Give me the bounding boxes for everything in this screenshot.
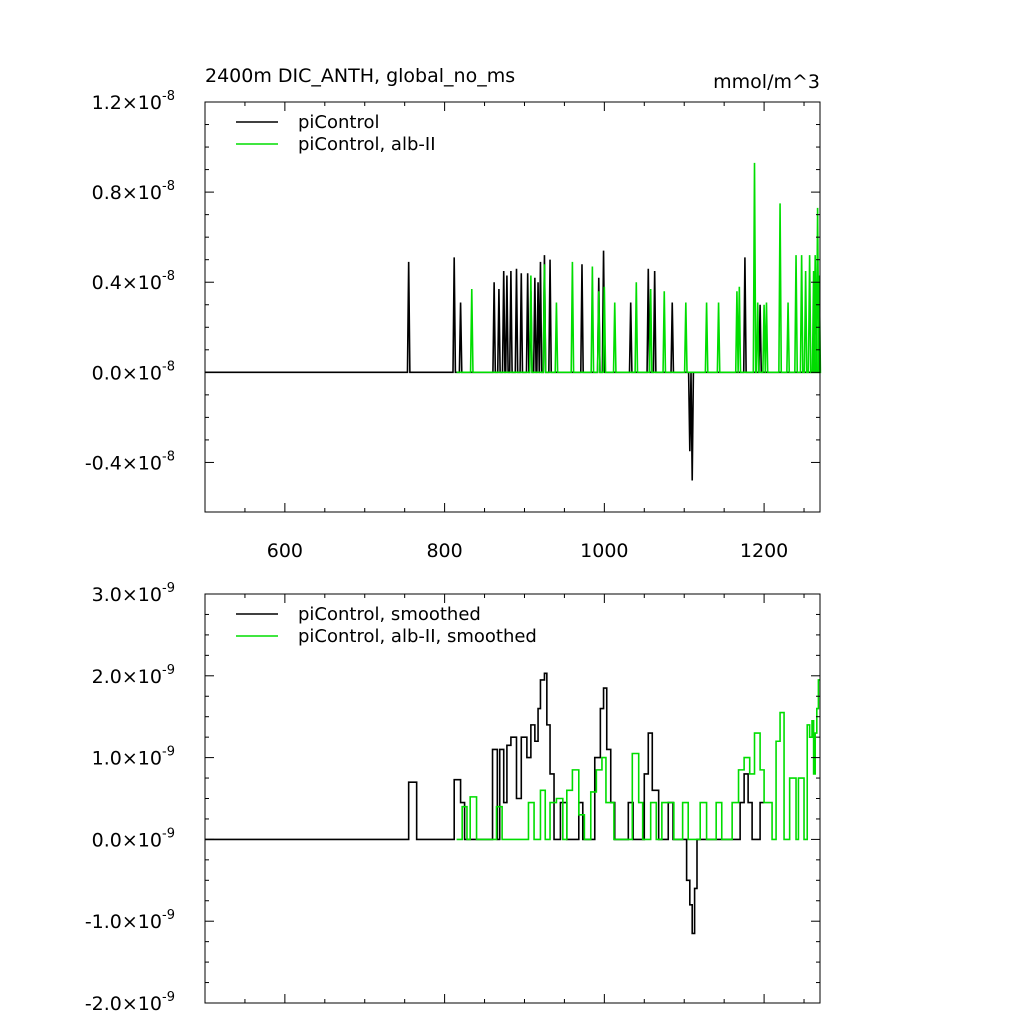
y-tick-exponent: -9: [162, 826, 175, 841]
times-sign: ×10: [122, 666, 162, 688]
times-sign: ×10: [122, 182, 162, 204]
times-sign: ×10: [122, 829, 162, 851]
y-tick-mantissa: 0.4: [92, 272, 122, 294]
times-sign: ×10: [122, 993, 162, 1015]
y-tick-mantissa: 0.0: [92, 829, 122, 851]
legend-label: piControl, smoothed: [298, 604, 481, 625]
y-tick-exponent: -8: [162, 179, 175, 194]
y-tick-mantissa: 3.0: [92, 584, 122, 606]
series-line-picontrol: [205, 250, 820, 481]
y-tick-mantissa: -2.0: [85, 993, 122, 1015]
units-label: mmol/m^3: [713, 71, 820, 93]
y-tick-exponent: -9: [162, 745, 175, 760]
times-sign: ×10: [122, 272, 162, 294]
y-tick-exponent: -9: [162, 581, 175, 596]
x-tick-label: 1000: [580, 540, 628, 562]
y-tick-label: 1.0×10: [92, 748, 162, 770]
y-tick-mantissa: 0.0: [92, 362, 122, 384]
series-line-alb-ii: [456, 679, 820, 841]
y-tick-mantissa: -0.4: [85, 452, 122, 474]
y-tick-label: 2.0×10: [92, 666, 162, 688]
y-tick-exponent: -8: [162, 269, 175, 284]
y-tick-label: 0.0×10: [92, 362, 162, 384]
y-tick-exponent: -8: [162, 359, 175, 374]
x-tick-label: 1200: [740, 540, 788, 562]
series-line-picontrol: [205, 672, 765, 935]
legend-label: piControl, alb-II: [298, 134, 436, 155]
times-sign: ×10: [122, 452, 162, 474]
top-panel: 2400m DIC_ANTH, global_no_ms mmol/m^3 1.…: [85, 65, 822, 562]
times-sign: ×10: [122, 584, 162, 606]
x-tick-label: 800: [426, 540, 462, 562]
y-tick-label: 0.8×10: [92, 182, 162, 204]
times-sign: ×10: [122, 362, 162, 384]
y-tick-mantissa: 1.0: [92, 748, 122, 770]
y-tick-label: -1.0×10: [85, 911, 162, 933]
bottom-panel: 3.0×10 -92.0×10 -91.0×10 -90.0×10 -9-1.0×10-…: [85, 581, 821, 1015]
legend-label: piControl, alb-II, smoothed: [298, 626, 537, 647]
y-tick-mantissa: 1.2: [92, 92, 122, 114]
times-sign: ×10: [122, 911, 162, 933]
y-tick-label: -0.4×10: [85, 452, 162, 474]
times-sign: ×10: [122, 748, 162, 770]
times-sign: ×10: [122, 92, 162, 114]
y-tick-label: 0.0×10: [92, 829, 162, 851]
bottom-plot-frame: [204, 593, 821, 1004]
y-tick-mantissa: 2.0: [92, 666, 122, 688]
y-tick-exponent: -9: [162, 990, 175, 1005]
y-tick-label: 1.2×10: [92, 92, 162, 114]
y-tick-exponent: -8: [162, 449, 175, 464]
y-tick-label: 3.0×10: [92, 584, 162, 606]
x-tick-label: 600: [267, 540, 303, 562]
y-tick-mantissa: -1.0: [85, 911, 122, 933]
y-tick-label: 0.4×10: [92, 272, 162, 294]
y-tick-mantissa: 0.8: [92, 182, 122, 204]
y-tick-exponent: -9: [162, 663, 175, 678]
chart-title: 2400m DIC_ANTH, global_no_ms: [205, 65, 515, 87]
y-tick-label: -2.0×10: [85, 993, 162, 1015]
y-tick-exponent: -9: [162, 908, 175, 923]
y-tick-exponent: -8: [162, 89, 175, 104]
legend-label: piControl: [298, 112, 380, 133]
series-line-alb-ii: [456, 162, 822, 374]
top-plot-frame: [204, 101, 821, 513]
